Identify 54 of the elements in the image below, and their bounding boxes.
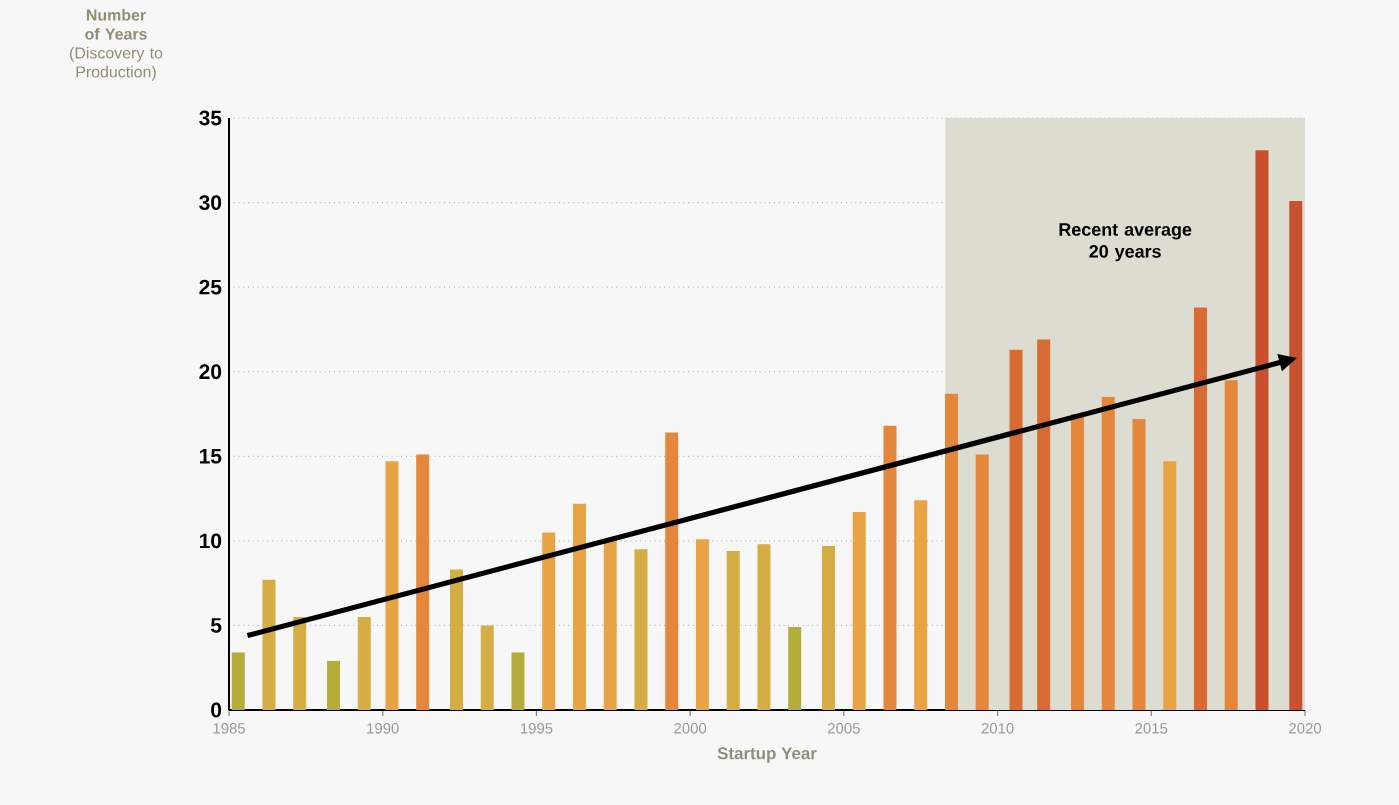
bar [1101, 397, 1115, 710]
y-tick-label: 25 [199, 279, 222, 295]
x-tick-label: 2000 [674, 723, 707, 734]
bar [450, 569, 463, 710]
bar [542, 532, 556, 710]
x-tick-label: 1995 [520, 723, 553, 734]
y-tick-label: 0 [211, 702, 222, 718]
bar [914, 500, 928, 710]
x-tick-label: 2005 [827, 723, 860, 734]
bar [634, 549, 648, 710]
bar [385, 461, 399, 710]
band-label: Recent average 20 years [1059, 223, 1192, 262]
bar [572, 503, 586, 710]
bar [788, 627, 802, 710]
bar [416, 454, 430, 710]
bar [1132, 419, 1146, 710]
y-tick-label: 30 [199, 195, 222, 211]
bar [1193, 307, 1207, 710]
bar [231, 652, 245, 710]
y-tick-label: 5 [210, 618, 222, 633]
x-axis-title: Startup Year [717, 747, 817, 763]
bar [975, 454, 989, 710]
bar [883, 425, 897, 710]
bar [357, 616, 371, 710]
y-tick-label: 20 [199, 364, 222, 380]
x-tick-label: 2010 [981, 723, 1014, 734]
x-tick-label: 2015 [1135, 723, 1168, 734]
bar [726, 551, 740, 710]
bar [1071, 414, 1085, 710]
bar [293, 616, 307, 710]
bar [1037, 339, 1051, 710]
bar [262, 579, 276, 710]
bar [1009, 349, 1023, 710]
bar [821, 545, 835, 710]
y-axis-title: Number of Years (Discovery to Production) [70, 9, 163, 81]
bar [852, 512, 866, 710]
bar [695, 539, 709, 710]
bar [1255, 150, 1269, 710]
x-tick-label: 2020 [1289, 723, 1322, 734]
bar [327, 660, 341, 710]
bar [1289, 200, 1303, 710]
y-tick-label: 15 [200, 449, 222, 464]
y-tick-label: 35 [199, 110, 222, 126]
bar [511, 652, 525, 710]
bar [757, 544, 771, 710]
bar [1163, 461, 1177, 710]
bar [665, 432, 679, 710]
bar [1224, 380, 1238, 710]
y-tick-label: 10 [200, 533, 222, 549]
bar [944, 393, 958, 710]
x-tick-label: 1985 [213, 723, 245, 734]
x-tick-label: 1990 [367, 723, 399, 734]
bar [480, 625, 494, 710]
bar [603, 540, 617, 710]
